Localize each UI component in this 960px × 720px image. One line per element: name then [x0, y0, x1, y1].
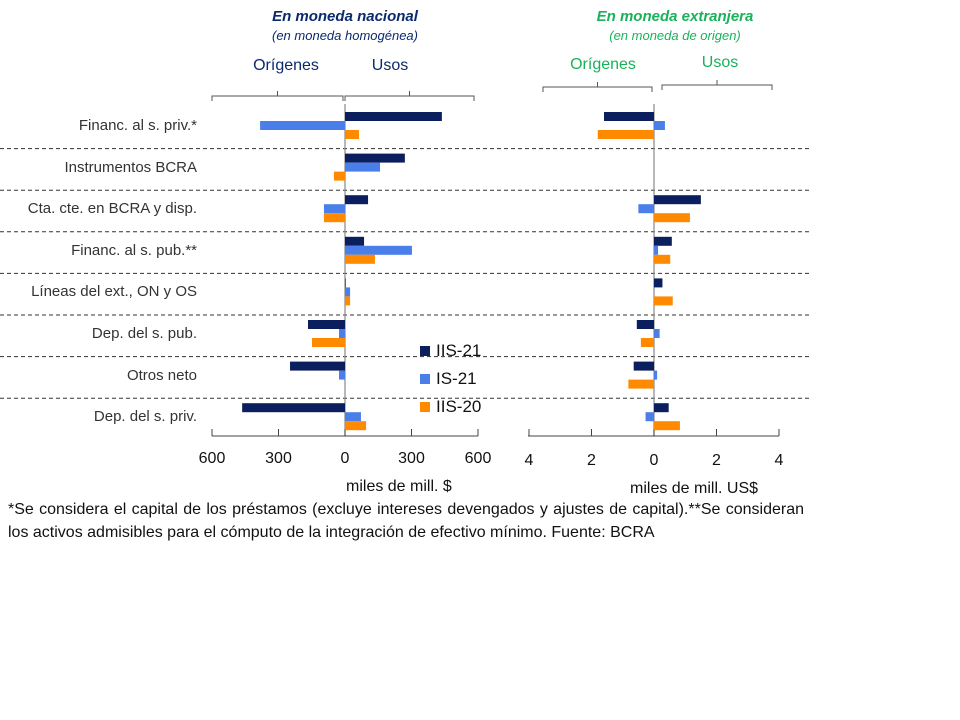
bar-is-21 [638, 204, 654, 214]
extranjera-origenes-label: Orígenes [570, 56, 636, 73]
bar-iis-20 [345, 130, 359, 139]
legend-swatch [420, 402, 430, 412]
bar-iis-20 [654, 296, 673, 306]
extranjera-usos-label: Usos [701, 54, 739, 71]
bar-iis-20 [628, 379, 654, 389]
bar-is-21 [654, 370, 658, 380]
bar-iis-20 [345, 421, 367, 431]
bar-iis-20 [654, 213, 690, 223]
bar-iis-20 [345, 254, 375, 264]
bar-iis-21 [633, 361, 654, 371]
bar-iis-21 [242, 403, 345, 413]
category-label: Financ. al s. pub.** [71, 241, 197, 259]
bar-iis-21 [345, 112, 442, 121]
legend-swatch [420, 346, 430, 356]
x-tick-label: 600 [198, 450, 226, 467]
nacional-origenes-label: Orígenes [253, 57, 319, 74]
category-label: Líneas del ext., ON y OS [31, 283, 197, 301]
legend-item-iis20: IIS-20 [420, 397, 481, 417]
category-label: Dep. del s. pub. [91, 325, 197, 342]
bar-iis-21 [345, 153, 405, 163]
legend-item-iis21: IIS-21 [420, 341, 481, 361]
origenes-bracket [542, 82, 653, 92]
x-tick-label: 300 [265, 450, 292, 467]
x-tick-label: 300 [398, 450, 425, 467]
legend-label: IIS-20 [436, 397, 482, 416]
bar-iis-21 [345, 236, 365, 246]
bar-iis-20 [311, 338, 345, 347]
bar-iis-20 [597, 130, 654, 139]
origenes-bracket [211, 91, 344, 101]
x-tick-label: 2 [712, 452, 721, 469]
x-tick-label: 0 [649, 452, 659, 469]
category-label: Cta. cte. en BCRA y disp. [27, 200, 197, 218]
category-label: Dep. del s. priv. [93, 408, 197, 426]
nacional-axis-label: miles de mill. $ [346, 478, 452, 495]
panel-extranjera-title: En moneda extranjera [596, 8, 754, 25]
x-tick-label: 600 [464, 450, 492, 467]
bar-is-21 [339, 370, 345, 380]
category-label: Financ. al s. priv.* [78, 117, 197, 134]
panel-nacional-subtitle: (en moneda homogénea) [272, 28, 418, 43]
bar-iis-21 [654, 236, 672, 246]
bar-is-21 [654, 329, 660, 338]
x-tick-label: 4 [774, 452, 784, 469]
category-label: Instrumentos BCRA [64, 158, 197, 176]
bar-is-21 [345, 412, 361, 422]
bar-iis-20 [654, 421, 680, 431]
bar-is-21 [345, 162, 381, 172]
x-tick-label: 2 [587, 452, 596, 469]
footnote: *Se considera el capital de los préstamo… [8, 501, 804, 541]
bar-iis-21 [654, 278, 663, 288]
panel-nacional-title: En moneda nacional [272, 8, 418, 25]
bar-is-21 [654, 121, 665, 130]
bar-iis-20 [654, 254, 671, 264]
bar-is-21 [654, 245, 659, 255]
bar-is-21 [260, 121, 345, 130]
bar-iis-21 [654, 403, 669, 413]
x-tick-label: 4 [524, 452, 534, 469]
bar-iis-20 [333, 171, 345, 181]
nacional-usos-label: Usos [371, 57, 409, 74]
category-label: Otros neto [126, 366, 197, 384]
bar-iis-21 [604, 112, 654, 121]
bar-iis-20 [640, 338, 654, 347]
bar-iis-21 [307, 320, 345, 329]
x-tick-label: 0 [340, 450, 350, 467]
extranjera-axis-label: miles de mill. US$ [630, 480, 759, 497]
usos-bracket [661, 80, 773, 90]
bar-iis-21 [636, 320, 654, 329]
usos-bracket [344, 91, 475, 101]
bar-iis-21 [290, 361, 345, 371]
legend-item-is21: IS-21 [420, 369, 477, 389]
legend-label: IS-21 [436, 369, 477, 388]
bar-iis-21 [345, 278, 346, 288]
bar-is-21 [345, 287, 351, 297]
legend-label: IIS-21 [436, 341, 482, 360]
bar-is-21 [339, 329, 345, 338]
bar-is-21 [323, 204, 345, 214]
bar-is-21 [345, 245, 412, 255]
bar-iis-20 [323, 213, 345, 223]
legend-swatch [420, 374, 430, 384]
bar-iis-21 [654, 195, 701, 205]
bar-iis-20 [345, 296, 351, 306]
bar-iis-21 [345, 195, 369, 205]
panel-extranjera-subtitle: (en moneda de origen) [609, 28, 741, 43]
bar-is-21 [645, 412, 654, 422]
